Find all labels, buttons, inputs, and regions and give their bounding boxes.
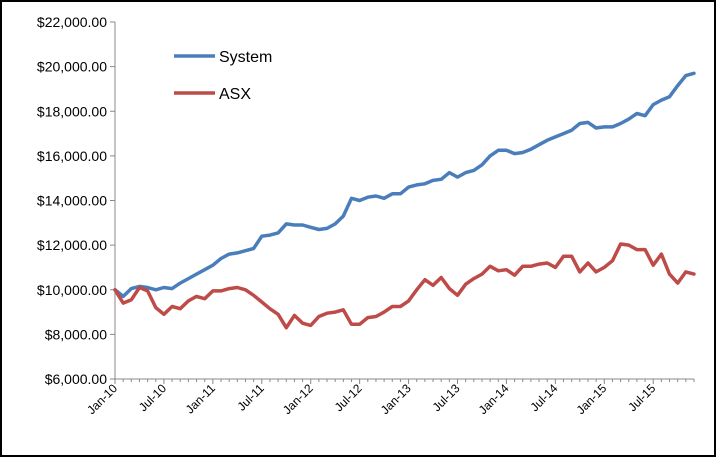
x-tick-label: Jul-13 — [430, 381, 463, 414]
axes: $6,000.00 $8,000.00 $10,000.00 $12,000.00 $1… — [37, 14, 695, 417]
x-tick-label: Jan-13 — [378, 381, 414, 417]
x-tick-label: Jan-14 — [476, 381, 512, 417]
series-line-system — [113, 71, 696, 299]
x-tick-label: Jul-10 — [136, 381, 169, 414]
y-tick-label: $16,000.00 — [37, 148, 107, 164]
x-tick-label: Jan-11 — [183, 381, 218, 416]
x-tick-label: Jul-14 — [527, 381, 560, 414]
y-tick-label: $20,000.00 — [37, 59, 107, 75]
y-tick-label: $6,000.00 — [45, 371, 107, 387]
y-tick-label: $8,000.00 — [45, 326, 107, 342]
y-tick-label: $12,000.00 — [37, 237, 107, 253]
series-lines — [113, 71, 696, 330]
legend: System ASX — [174, 49, 272, 103]
x-tick-label: Jan-15 — [574, 381, 610, 417]
legend-label-asx: ASX — [219, 86, 251, 103]
x-tick-label: Jul-11 — [235, 381, 268, 414]
series-line-asx — [113, 242, 696, 330]
x-tick-label: Jul-15 — [625, 381, 658, 414]
y-tick-label: $18,000.00 — [37, 103, 107, 119]
y-tick-label: $10,000.00 — [37, 282, 107, 298]
y-tick-label: $14,000.00 — [37, 193, 107, 209]
x-tick-label: Jul-12 — [332, 381, 365, 414]
legend-label-system: System — [219, 49, 272, 66]
x-tick-label: Jan-12 — [280, 381, 316, 417]
y-tick-label: $22,000.00 — [37, 14, 107, 30]
